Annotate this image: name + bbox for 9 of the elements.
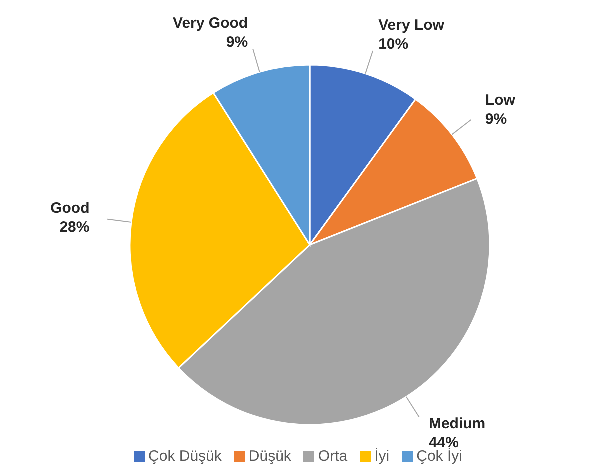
data-label: Very Low 10% (378, 16, 445, 52)
legend-label: Çok İyi (416, 448, 462, 465)
data-label: Good 28% (50, 200, 90, 236)
data-label: Low 9% (485, 91, 516, 128)
legend-label: Çok Düşük (148, 448, 222, 465)
legend-label: Düşük (248, 448, 292, 465)
data-label: Very Good 9% (173, 14, 248, 50)
legend-label: İyi (374, 448, 390, 465)
legend-label: Orta (318, 448, 348, 465)
